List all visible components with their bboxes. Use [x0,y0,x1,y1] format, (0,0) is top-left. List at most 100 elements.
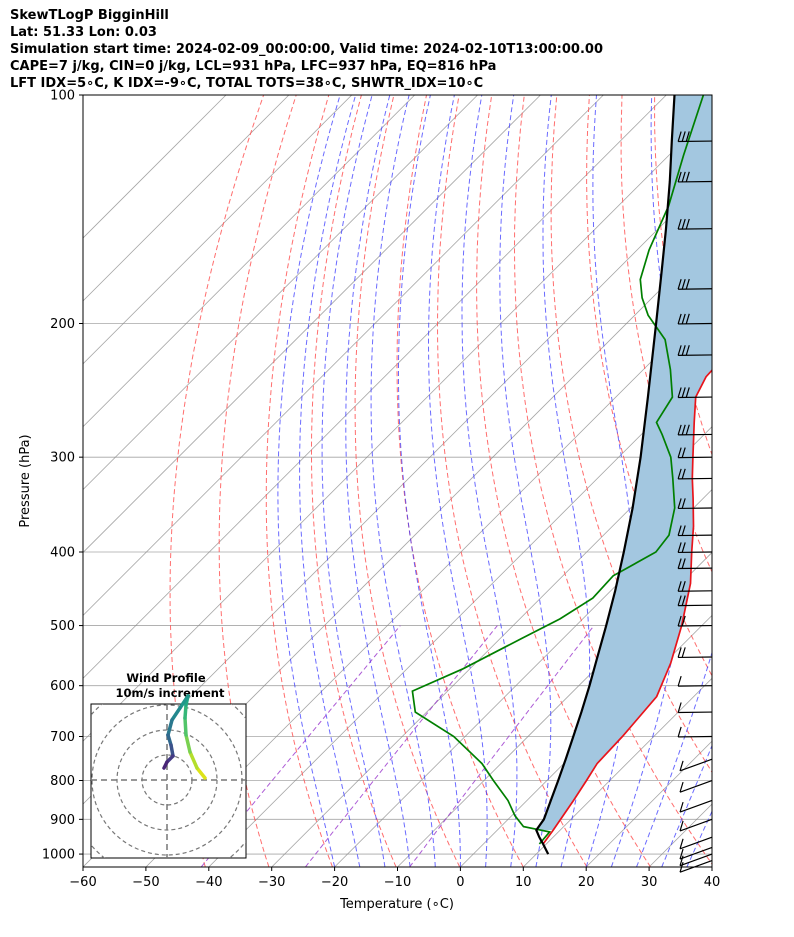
isotherm-line [523,677,712,867]
wind-profile-inset: Wind Profile 10m/s increment [90,671,247,859]
wind-barb [677,675,713,687]
y-tick-label: 900 [50,813,75,828]
y-tick-label: 200 [50,317,75,332]
cape-area [536,95,712,831]
wind-barb [679,846,713,860]
isotherm-line [83,95,667,679]
wind-barb [677,171,713,183]
isotherm-line [83,111,712,742]
wind-barb [677,702,713,714]
moist-adiabat [345,95,411,867]
isotherm-line [83,95,290,302]
x-tick-label: 10 [515,875,532,890]
dry-adiabat [586,95,712,677]
wind-barb [679,758,713,772]
chart-title-line-2: Lat: 51.33 Lon: 0.03 [10,25,157,40]
y-tick-label: 600 [50,679,75,694]
wind-barb [677,647,713,659]
wind-barb [677,581,713,592]
y-tick-label: 500 [50,619,75,634]
dewpoint-profile [411,95,705,845]
hodograph-trace [169,743,175,758]
wind-barb [677,387,713,399]
wind-barb [677,424,713,436]
isotherm-line [83,95,541,554]
wind-barb [679,836,713,850]
wind-barb [679,853,713,867]
wind-barb [677,558,713,570]
wind-barb [677,498,713,510]
x-tick-label: 40 [704,875,721,890]
moist-adiabat [428,95,488,867]
y-tick-label: 400 [50,546,75,561]
moist-adiabat [686,809,712,867]
x-tick-label: 30 [641,875,658,890]
x-tick-label: −20 [321,875,348,890]
isotherm-line [83,95,227,239]
wind-barb [677,525,713,537]
y-tick-label: 100 [50,89,75,104]
x-tick-label: −60 [69,875,96,890]
wind-barb [679,860,713,873]
x-tick-label: −30 [258,875,285,890]
wind-barb [679,818,713,832]
isotherm-line [397,551,712,867]
x-tick-label: 0 [456,875,464,890]
mixing-ratio-line [200,625,401,867]
profile-lines [411,95,712,855]
wind-barb [677,595,713,607]
wind-barb [677,468,713,480]
dry-adiabat [169,95,265,867]
y-tick-label: 1000 [42,848,75,863]
wind-barb [677,131,713,143]
wind-barb [677,278,713,290]
background-lines [83,95,794,867]
dry-adiabat [265,95,333,867]
dry-adiabat [476,95,651,867]
moist-adiabat [321,95,386,867]
moist-adiabat [277,95,341,867]
hodograph-subtitle: 10m/s increment [116,686,225,700]
hodograph-title: Wind Profile [126,671,206,685]
isotherm-line [145,300,712,867]
hodograph-trace [195,766,207,780]
moist-adiabat [370,95,436,867]
axes: −60 −50 −40 −30 −20 −10 0 10 20 30 40 100 200 300 400 5… [42,89,720,891]
moist-adiabat [542,95,591,867]
temperature-profile [542,368,712,845]
wind-barb [677,542,713,554]
dry-adiabat [218,95,297,867]
parcel-profile [535,95,676,855]
x-tick-label: −40 [195,875,222,890]
y-tick-label: 800 [50,774,75,789]
dry-adiabat [752,95,794,867]
moist-adiabat [636,650,712,867]
dry-adiabat [720,95,794,867]
cape-shading [536,95,712,831]
isotherm-line [271,426,712,867]
hodograph-trace [184,733,192,754]
isotherm-line [83,95,604,616]
x-axis-label: Temperature (∘C) [339,897,454,912]
isotherm-line [83,95,415,428]
x-tick-label: 20 [578,875,595,890]
chart-title-line-1: SkewTLogP BigginHill [10,8,169,23]
x-tick-label: −50 [132,875,159,890]
dry-adiabat [436,95,588,867]
hodograph-trace [178,694,190,710]
dry-adiabat [654,95,712,457]
chart-title-line-5: LFT IDX=5∘C, K IDX=-9∘C, TOTAL TOTS=38∘C… [10,76,484,91]
x-tick-label: −10 [384,875,411,890]
wind-barb [679,779,713,793]
wind-barbs [677,131,713,873]
moist-adiabat [499,95,552,867]
moist-adiabat [299,95,361,867]
wind-barb [677,345,713,356]
dry-adiabat [785,95,794,867]
moist-adiabat [610,95,689,867]
dry-adiabat [396,95,524,867]
moist-adiabat [661,744,712,867]
moist-adiabat [398,95,461,867]
isotherm-line [334,489,712,867]
